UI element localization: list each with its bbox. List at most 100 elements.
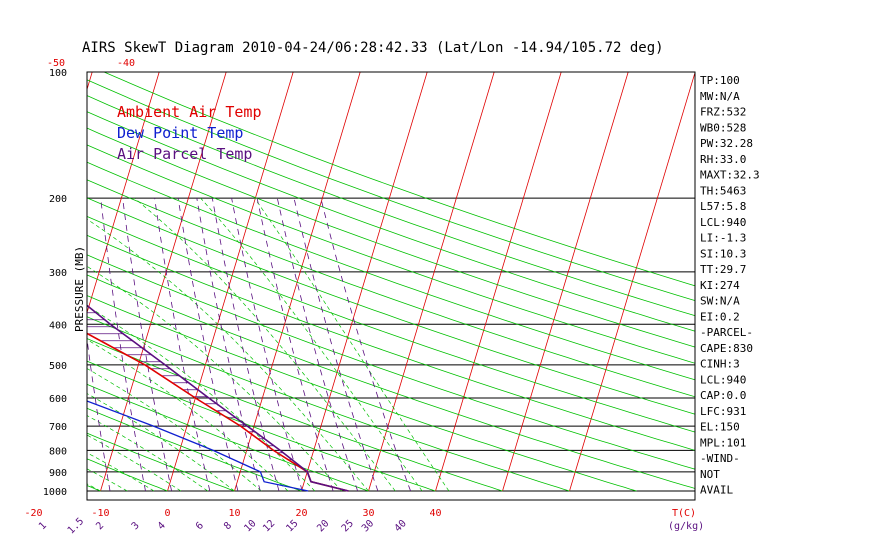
mixing-ratio-tick-label: 3 bbox=[130, 520, 142, 532]
mixing-ratio-line bbox=[122, 198, 172, 492]
dry-adiabat-line bbox=[87, 360, 436, 492]
index-label: TT:29.7 bbox=[700, 263, 746, 276]
isotherm-line bbox=[301, 72, 428, 492]
pressure-tick-label: 600 bbox=[49, 394, 67, 405]
mixing-ratio-tick-label: 4 bbox=[156, 520, 168, 532]
index-label: MPL:101 bbox=[700, 436, 746, 449]
dew-point-temp-line bbox=[87, 400, 309, 492]
legend-item: Ambient Air Temp bbox=[117, 103, 262, 121]
legend-item: Air Parcel Temp bbox=[117, 145, 252, 163]
pressure-tick-label: 200 bbox=[49, 194, 67, 205]
dry-adiabat-line bbox=[87, 407, 302, 492]
pressure-tick-label: 400 bbox=[49, 320, 67, 331]
sounding-traces bbox=[87, 304, 349, 492]
moist-adiabat-line bbox=[87, 218, 369, 492]
mixing-ratio-line bbox=[87, 336, 111, 492]
index-label: WB0:528 bbox=[700, 121, 746, 134]
mixing-ratio-tick-label: 20 bbox=[315, 518, 331, 534]
index-label: FRZ:532 bbox=[700, 106, 746, 119]
bottom-temp-tick-label: 30 bbox=[362, 508, 374, 519]
mixing-ratio-line bbox=[100, 198, 146, 492]
legend: Ambient Air Temp Dew Point Temp Air Parcel… bbox=[117, 103, 262, 163]
index-label: MW:N/A bbox=[700, 90, 740, 103]
dry-adiabat-line bbox=[87, 432, 235, 492]
pressure-tick-label: 300 bbox=[49, 268, 67, 279]
dry-adiabat-line bbox=[87, 127, 695, 348]
legend-item: Dew Point Temp bbox=[117, 124, 243, 142]
mixing-ratio-tick-label: 40 bbox=[393, 518, 409, 534]
index-label: SW:N/A bbox=[700, 295, 740, 308]
moist-adiabat-line bbox=[87, 265, 342, 492]
index-label: CAPE:830 bbox=[700, 342, 753, 355]
dry-adiabat-line bbox=[87, 316, 570, 492]
mixing-ratio-line bbox=[231, 198, 303, 492]
temp-unit-label: T(C) bbox=[672, 508, 696, 519]
mixing-ratio-tick-label: 6 bbox=[194, 520, 206, 532]
dry-adiabat-line bbox=[87, 179, 695, 398]
mixing-ratio-tick-label: 2 bbox=[94, 520, 106, 532]
bottom-temp-tick-label: -10 bbox=[91, 508, 109, 519]
index-label: L57:5.8 bbox=[700, 200, 746, 213]
plot-frame bbox=[86, 71, 696, 501]
pressure-tick-label: 1000 bbox=[43, 487, 67, 498]
mixing-ratio-tick-label: 25 bbox=[340, 518, 356, 534]
index-label: LFC:931 bbox=[700, 405, 746, 418]
isotherm-line bbox=[435, 72, 562, 492]
top-temp-tick-label: -50 bbox=[47, 58, 65, 69]
isotherm-line bbox=[0, 72, 25, 491]
dry-adiabat-line bbox=[87, 144, 695, 364]
chart-title: AIRS SkewT Diagram 2010-04-24/06:28:42.3… bbox=[82, 40, 664, 56]
mixing-ratio-tick-label: 1.5 bbox=[66, 516, 87, 537]
dry-adiabat-line bbox=[87, 458, 168, 492]
dry-adiabat-line bbox=[87, 274, 695, 489]
pressure-tick-label: 700 bbox=[49, 422, 67, 433]
moist-adiabat-line bbox=[254, 197, 450, 492]
moist-adiabat-line bbox=[87, 452, 155, 492]
moist-adiabat-line bbox=[87, 393, 235, 492]
dry-adiabat-line bbox=[87, 295, 637, 492]
air-parcel-temp-line bbox=[87, 304, 349, 492]
bottom-temp-tick-label: -20 bbox=[24, 508, 42, 519]
bottom-temp-tick-label: 20 bbox=[295, 508, 307, 519]
axes-labels: 1002003004005006007008009001000-120-110-… bbox=[24, 58, 704, 537]
index-label: LI:-1.3 bbox=[700, 232, 746, 245]
index-label: SI:10.3 bbox=[700, 247, 746, 260]
dry-adiabat-line bbox=[87, 234, 695, 451]
dry-adiabat-line bbox=[103, 72, 695, 287]
mixing-ratio-tick-label: 10 bbox=[242, 518, 258, 534]
isotherm-line bbox=[100, 72, 227, 492]
y-axis-label: PRESSURE (MB) bbox=[73, 246, 86, 332]
index-label: AVAIL bbox=[700, 484, 733, 497]
isotherm-line bbox=[87, 72, 160, 315]
dry-adiabat-line bbox=[0, 72, 34, 491]
sounding-indices: TP:100 MW:N/A FRZ:532 WB0:528 PW:32.28 RH:33.… bbox=[700, 74, 760, 497]
background-grid bbox=[0, 72, 695, 492]
mixing-ratio-line bbox=[293, 198, 379, 492]
mixing-ratio-tick-label: 8 bbox=[222, 520, 234, 532]
index-label: NOT bbox=[700, 468, 720, 481]
bottom-temp-tick-label: 10 bbox=[228, 508, 240, 519]
dry-adiabat-line bbox=[87, 79, 695, 302]
dry-adiabat-line bbox=[87, 215, 695, 433]
moist-adiabat-line bbox=[134, 197, 396, 492]
index-label: CINH:3 bbox=[700, 358, 740, 371]
index-label: LCL:940 bbox=[700, 216, 746, 229]
mixing-ratio-tick-label: 1 bbox=[37, 520, 49, 532]
dry-adiabat-line bbox=[87, 95, 695, 317]
index-label: -WIND- bbox=[700, 452, 740, 465]
pressure-tick-label: 900 bbox=[49, 468, 67, 479]
isotherm-line bbox=[167, 72, 294, 492]
dry-adiabat-line bbox=[87, 161, 695, 381]
moist-adiabat-line bbox=[87, 339, 289, 492]
bottom-temp-tick-label: 40 bbox=[429, 508, 441, 519]
index-label: -PARCEL- bbox=[700, 326, 753, 339]
index-label: EL:150 bbox=[700, 421, 740, 434]
moist-adiabat-line bbox=[87, 305, 316, 492]
index-label: KI:274 bbox=[700, 279, 740, 292]
moist-adiabat-line bbox=[87, 434, 182, 492]
cape-hatch-area bbox=[87, 305, 301, 468]
mixing-ratio-line bbox=[211, 198, 280, 492]
dry-adiabat-line bbox=[87, 111, 695, 332]
index-label: PW:32.28 bbox=[700, 137, 753, 150]
